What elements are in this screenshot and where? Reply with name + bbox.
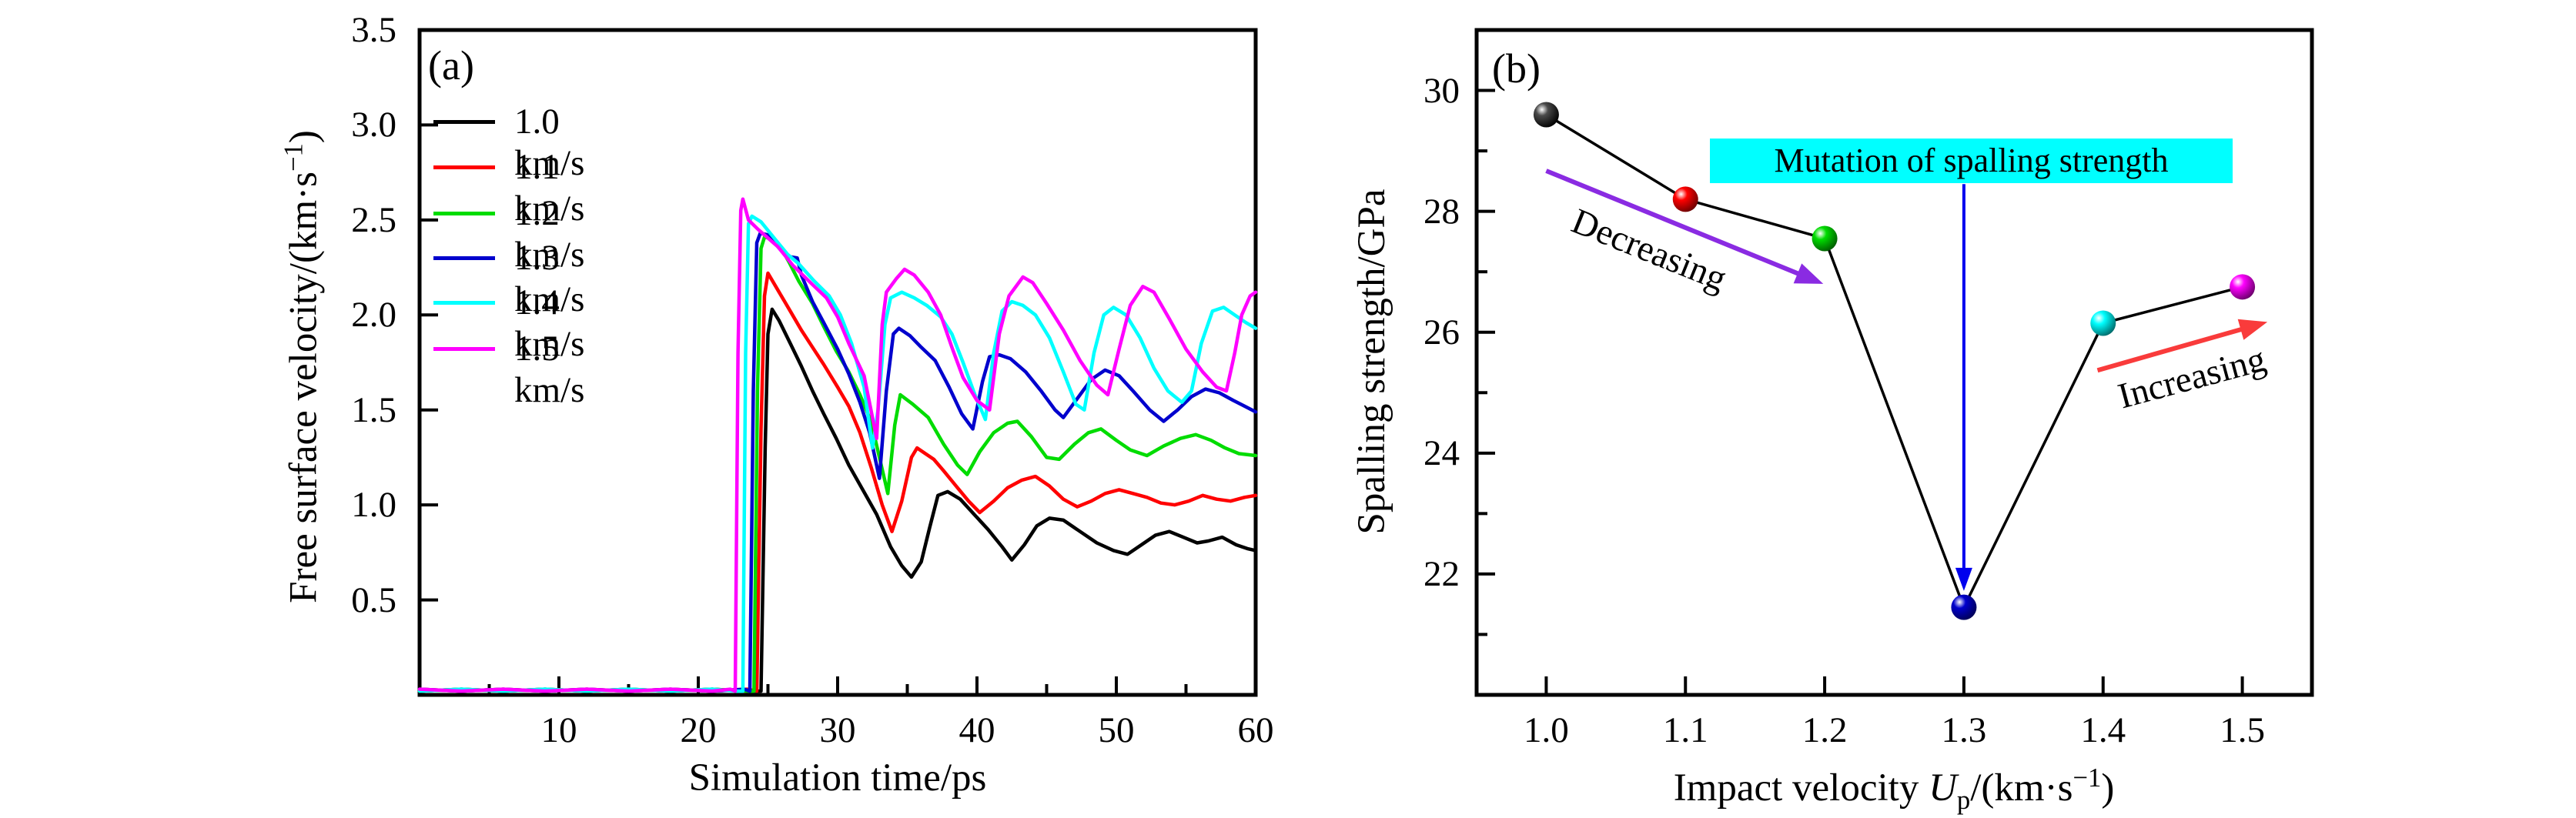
panel-a-x-tick-label: 40 <box>958 710 995 750</box>
panel-b-x-axis-title: Impact velocity Up/(km·s−1) <box>1509 755 2279 818</box>
data-point-1.1 <box>1672 186 1698 212</box>
panel-b-y-tick-label: 24 <box>1423 432 1460 473</box>
panel-a-y-tick-label: 2.5 <box>351 199 396 240</box>
decreasing-arrow <box>1545 169 1802 277</box>
panel-b-frame <box>1474 28 2314 697</box>
panel-b-y-tick-label: 26 <box>1423 312 1460 352</box>
spall-strength-line <box>1545 113 2243 611</box>
panel-a-y-tick-label: 2.0 <box>351 295 396 336</box>
panel-a-y-tick-label: 3.0 <box>351 105 396 145</box>
panel-b-label: (b) <box>1492 45 1541 92</box>
legend-label: 1.4 km/s <box>514 282 585 364</box>
panel-b-x-tick-label: 1.2 <box>1802 710 1848 750</box>
velocity-curve-1.4-km-s <box>417 214 1258 693</box>
x-title-units: /(km·s <box>1970 766 2073 810</box>
panel-a-y-tick-label: 1.5 <box>351 389 396 430</box>
panel-b-x-tick-label: 1.3 <box>1941 710 1987 750</box>
legend-swatch-line <box>433 120 495 124</box>
x-title-close: ) <box>2101 766 2115 810</box>
legend-label: 1.2 km/s <box>514 193 585 275</box>
panel-a-x-axis-title: Simulation time/ps <box>688 756 987 800</box>
panel-b-y-tick-label: 30 <box>1423 70 1460 111</box>
panel-b-y-tick-label: 28 <box>1423 191 1460 232</box>
panel-a-y-tick-label: 1.0 <box>351 485 396 526</box>
panel-a-y-tick-label: 3.5 <box>351 10 396 50</box>
legend-swatch-line <box>433 301 495 305</box>
velocity-curve-1.3-km-s <box>417 231 1258 693</box>
mutation-annotation-text: Mutation of spalling strength <box>1774 142 2169 179</box>
increasing-arrow-head <box>2237 319 2268 340</box>
legend-label: 1.3 km/s <box>514 238 585 319</box>
legend-label: 1.5 km/s <box>514 329 585 410</box>
increasing-arrow <box>2096 326 2245 373</box>
x-title-variable: U <box>1929 766 1957 810</box>
data-point-1.0 <box>1533 102 1559 128</box>
panel-b-x-tick-label: 1.0 <box>1524 710 1569 750</box>
data-point-1.2 <box>1812 225 1838 252</box>
panel-b-x-tick-label: 1.4 <box>2080 710 2126 750</box>
panel-a-x-tick-label: 30 <box>819 710 856 750</box>
decreasing-arrow-head <box>1793 263 1824 284</box>
legend-swatch-line <box>433 347 495 351</box>
legend-swatch-line <box>433 165 495 169</box>
x-title-superscript: −1 <box>2073 763 2102 793</box>
x-title-text: Impact velocity <box>1673 766 1929 810</box>
panel-a-x-tick-label: 60 <box>1237 710 1274 750</box>
data-point-1.5 <box>2230 274 2256 300</box>
panel-a-x-tick-label: 50 <box>1098 710 1135 750</box>
panel-a-x-tick-label: 20 <box>680 710 717 750</box>
panel-b-y-axis-title: Spalling strength/GPa <box>1350 189 1393 535</box>
legend-swatch-line <box>433 256 495 260</box>
panel-b-x-tick-label: 1.5 <box>2220 710 2265 750</box>
legend-label: 1.0 km/s <box>514 102 585 183</box>
mutation-annotation-box: Mutation of spalling strength <box>1710 139 2233 183</box>
legend-swatch-line <box>433 212 495 215</box>
panel-a-x-tick-label: 10 <box>540 710 577 750</box>
velocity-curve-1.5-km-s <box>417 197 1258 693</box>
mutation-arrow-head <box>1955 567 1972 591</box>
panel-a-label: (a) <box>428 42 474 88</box>
data-point-1.3 <box>1951 594 1977 620</box>
x-title-subscript: p <box>1956 785 1971 816</box>
panel-a-y-tick-label: 0.5 <box>351 579 396 620</box>
panel-b-x-tick-label: 1.1 <box>1662 710 1708 750</box>
data-point-1.4 <box>2090 310 2116 336</box>
legend-label: 1.1 km/s <box>514 147 585 229</box>
y-title-superscript: −1 <box>278 143 309 172</box>
panel-b-y-tick-label: 22 <box>1423 553 1460 594</box>
